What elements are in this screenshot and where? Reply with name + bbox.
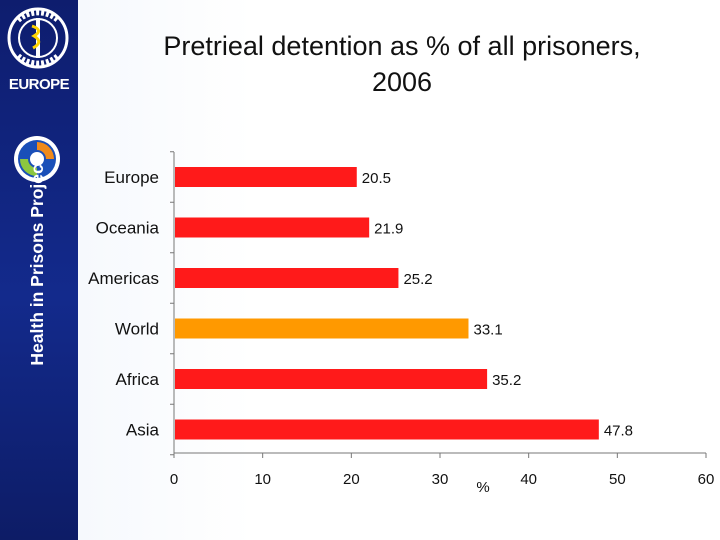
x-tick-label: 30	[432, 471, 449, 488]
bar	[175, 318, 469, 339]
project-logo-icon	[14, 136, 60, 182]
x-tick-label: 20	[343, 471, 360, 488]
bar	[175, 419, 599, 440]
bar	[175, 167, 357, 187]
data-label: 20.5	[362, 170, 391, 187]
x-tick-label: 40	[520, 471, 537, 488]
category-label: Oceania	[96, 219, 160, 238]
x-axis-label: %	[476, 479, 489, 496]
data-label: 35.2	[492, 372, 521, 389]
x-tick-label: 0	[170, 471, 178, 488]
bar	[175, 217, 370, 238]
bar	[175, 268, 399, 288]
chart-title: Pretrieal detention as % of all prisoner…	[100, 28, 704, 100]
category-label: Europe	[104, 168, 159, 187]
chart-title-line-1: Pretrieal detention as % of all prisoner…	[163, 31, 641, 61]
data-label: 21.9	[374, 221, 403, 238]
x-tick-label: 10	[254, 471, 271, 488]
data-label: 47.8	[604, 423, 633, 440]
category-label: Asia	[126, 421, 160, 440]
data-label: 33.1	[473, 322, 502, 339]
data-label: 25.2	[403, 271, 432, 288]
who-emblem-icon	[7, 7, 69, 69]
category-label: Americas	[88, 269, 159, 288]
logo-europe-text: EUROPE	[8, 76, 70, 93]
category-label: World	[115, 320, 159, 339]
x-tick-label: 60	[698, 471, 715, 488]
bar	[175, 369, 488, 389]
x-tick-label: 50	[609, 471, 626, 488]
chart-title-line-2: 2006	[371, 67, 433, 97]
sidebar: EUROPE Health in Prisons Project	[0, 0, 78, 540]
category-label: Africa	[116, 370, 160, 389]
